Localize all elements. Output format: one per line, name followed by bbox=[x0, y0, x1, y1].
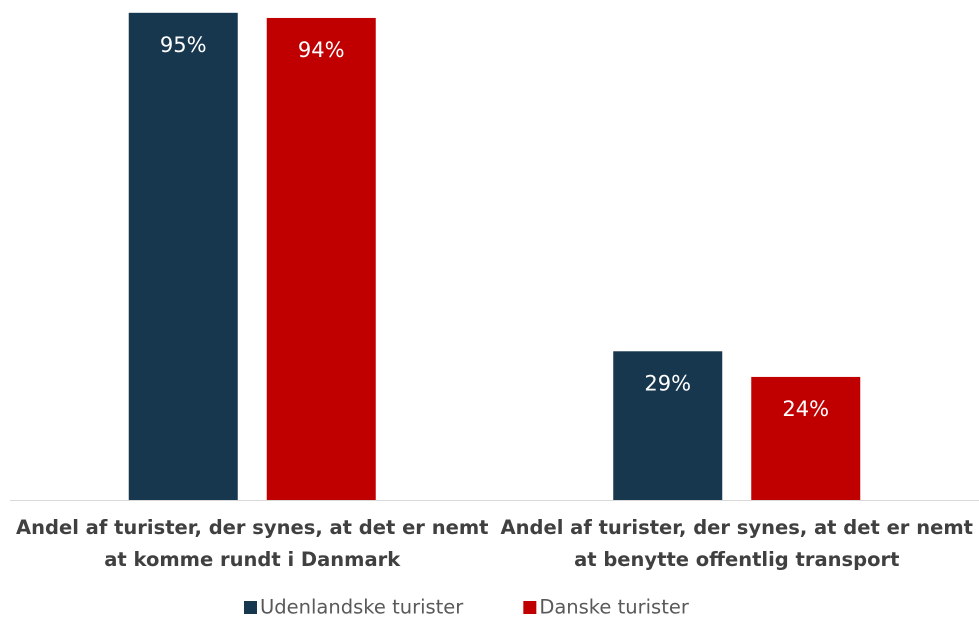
legend-label: Udenlandske turister bbox=[260, 596, 464, 619]
value-label: 24% bbox=[782, 397, 829, 421]
value-label: 29% bbox=[644, 371, 691, 395]
x-tick-label: Andel af turister, der synes, at det er … bbox=[500, 516, 973, 571]
value-label: 94% bbox=[298, 38, 345, 62]
legend-swatch bbox=[244, 601, 257, 614]
x-tick-label: Andel af turister, der synes, at det er … bbox=[16, 516, 489, 571]
bar bbox=[266, 17, 376, 500]
legend-label: Danske turister bbox=[539, 596, 690, 619]
bar bbox=[613, 351, 723, 500]
bar bbox=[128, 12, 238, 500]
bar bbox=[751, 376, 861, 500]
legend-swatch bbox=[523, 601, 537, 614]
value-label: 95% bbox=[160, 33, 207, 57]
